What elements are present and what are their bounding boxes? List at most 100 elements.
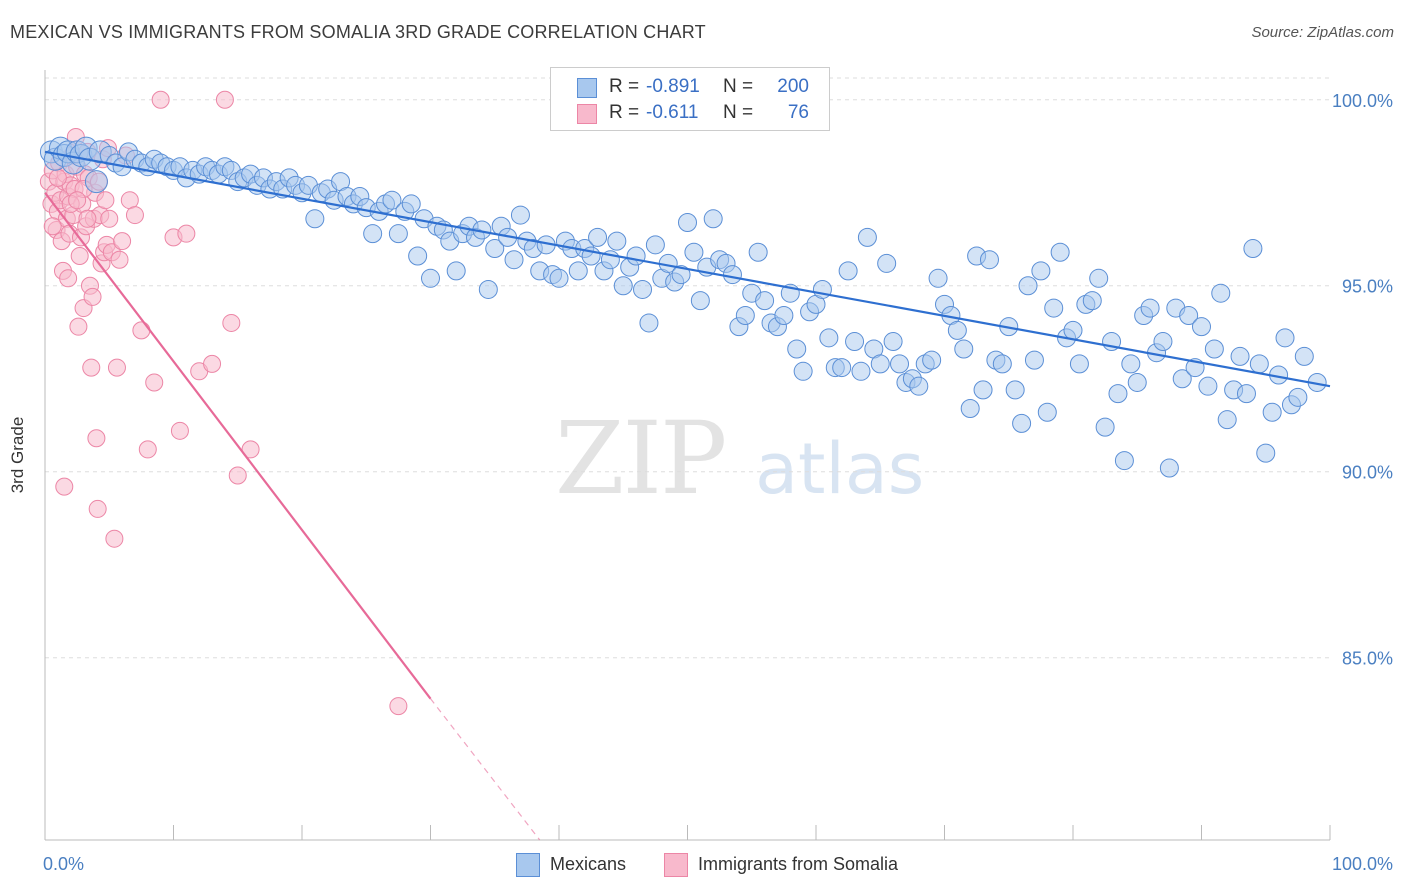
somalia-point xyxy=(241,440,260,459)
mexicans-point xyxy=(851,361,871,381)
mexicans-point xyxy=(793,361,813,381)
somalia-point xyxy=(125,206,144,225)
mexicans-point xyxy=(1108,384,1128,404)
mexicans-point xyxy=(446,261,466,281)
watermark-atlas: atlas xyxy=(755,428,925,510)
bottom-legend-label: Mexicans xyxy=(550,853,627,874)
legend-n-value: 200 xyxy=(777,76,809,97)
mexicans-point xyxy=(639,313,659,333)
mexicans-point xyxy=(1012,413,1032,433)
somalia-point xyxy=(151,90,170,109)
mexicans-point xyxy=(838,261,858,281)
mexicans-point xyxy=(549,268,569,288)
mexicans-point xyxy=(870,354,890,374)
mexicans-point xyxy=(421,268,440,288)
mexicans-point xyxy=(1044,298,1064,318)
somalia-point xyxy=(87,429,106,448)
mexicans-point xyxy=(973,380,993,400)
mexicans-point xyxy=(1159,458,1179,478)
somalia-point xyxy=(177,224,196,243)
mexicans-point xyxy=(1005,380,1025,400)
somalia-point xyxy=(68,191,87,210)
legend-n-label: N = xyxy=(723,102,754,123)
mexicans-point xyxy=(857,227,877,247)
somalia-point xyxy=(107,358,126,377)
mexicans-point xyxy=(84,170,108,194)
mexicans-point xyxy=(1294,346,1314,366)
trend-lines xyxy=(44,150,1331,841)
mexicans-point xyxy=(1236,384,1256,404)
mexicans-point xyxy=(1121,354,1141,374)
mexicans-point xyxy=(510,205,530,225)
mexicans-point xyxy=(922,350,942,370)
source-label: Source: ZipAtlas.com xyxy=(1251,24,1394,41)
mexicans-point xyxy=(1095,417,1115,437)
mexicans-point xyxy=(478,279,498,299)
mexicans-point xyxy=(607,231,627,251)
bottom-legend-mexicans: Mexicans xyxy=(516,853,626,877)
x-tick-label: 100.0% xyxy=(1332,854,1393,874)
mexicans-point xyxy=(877,253,897,273)
watermark: ZIP atlas xyxy=(555,400,924,517)
mexicans-point xyxy=(832,358,852,378)
somalia-point xyxy=(100,209,119,228)
mexicans-point xyxy=(755,291,775,311)
mexicans-point xyxy=(408,246,428,266)
somalia-point xyxy=(222,313,241,332)
mexicans-point xyxy=(1211,283,1231,303)
series-mexicans-points xyxy=(39,136,1327,478)
mexicans-point xyxy=(890,354,910,374)
mexicans-point xyxy=(363,224,383,244)
mexicans-point xyxy=(787,339,807,359)
mexicans-point xyxy=(883,332,903,352)
mexicans-point xyxy=(1179,306,1199,326)
mexicans-point xyxy=(1153,332,1173,352)
somalia-point xyxy=(55,477,74,496)
legend-swatch-somalia xyxy=(577,104,597,124)
somalia-point xyxy=(105,529,124,548)
somalia-point xyxy=(132,321,151,340)
mexicans-point xyxy=(613,276,633,296)
mexicans-point xyxy=(1275,328,1295,348)
mexicans-point xyxy=(1249,354,1269,374)
mexicans-point xyxy=(909,376,929,396)
somalia-trend-line xyxy=(44,192,432,700)
mexicans-point xyxy=(1204,339,1224,359)
x-tick-label: 0.0% xyxy=(43,854,84,874)
mexicans-point xyxy=(1198,376,1218,396)
bottom-legend-label: Immigrants from Somalia xyxy=(698,853,899,874)
mexicans-point xyxy=(1050,242,1070,262)
mexicans-point xyxy=(703,209,723,229)
mexicans-point xyxy=(992,354,1012,374)
mexicans-point xyxy=(1140,298,1160,318)
somalia-point xyxy=(48,168,67,187)
mexicans-point xyxy=(388,224,408,244)
legend-n-value: 76 xyxy=(787,102,809,123)
mexicans-point xyxy=(1243,239,1263,259)
somalia-point xyxy=(215,90,234,109)
somalia-point xyxy=(43,217,62,236)
mexicans-point xyxy=(928,268,948,288)
mexicans-point xyxy=(1114,451,1134,471)
mexicans-point xyxy=(1256,443,1276,463)
mexicans-point xyxy=(748,242,768,262)
correlation-legend: R = -0.891 N = 200 R = -0.611 N = 76 xyxy=(550,67,830,131)
chart-title: MEXICAN VS IMMIGRANTS FROM SOMALIA 3RD G… xyxy=(10,22,706,42)
mexicans-point xyxy=(960,399,980,419)
somalia-point xyxy=(88,499,107,518)
somalia-point xyxy=(145,373,164,392)
y-tick-label: 85.0% xyxy=(1342,649,1393,669)
mexicans-point xyxy=(819,328,839,348)
somalia-point xyxy=(203,354,222,373)
tick-labels: 85.0% 90.0% 95.0% 100.0% 0.0% 100.0% xyxy=(43,91,1393,874)
mexicans-point xyxy=(1024,350,1044,370)
legend-n-label: N = xyxy=(723,76,754,97)
y-tick-label: 100.0% xyxy=(1332,91,1393,111)
mexicans-point xyxy=(588,227,608,247)
somalia-trend-extension xyxy=(430,698,541,841)
mexicans-point xyxy=(1089,268,1109,288)
somalia-point xyxy=(96,191,115,210)
mexicans-point xyxy=(735,306,755,326)
mexicans-trend-line xyxy=(44,150,1331,388)
mexicans-point xyxy=(1018,276,1038,296)
